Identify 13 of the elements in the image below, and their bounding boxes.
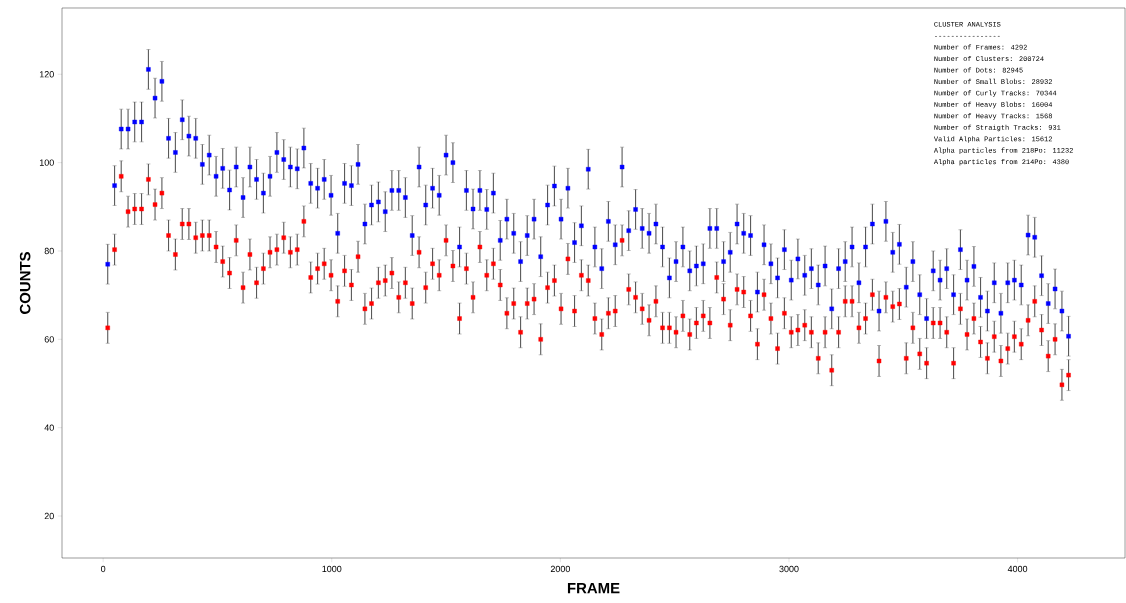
x-tick-label: 2000 xyxy=(550,565,570,573)
y-tick-label: 60 xyxy=(44,336,54,343)
y-tick-label: 120 xyxy=(39,71,54,78)
x-tick-label: 3000 xyxy=(779,565,799,573)
x-tick-label: 0 xyxy=(101,565,106,573)
y-tick-label: 80 xyxy=(44,247,54,255)
y-axis-title: COUNTS xyxy=(19,252,31,314)
x-tick-label: 1000 xyxy=(322,565,342,573)
x-tick-label: 4000 xyxy=(1007,565,1028,573)
y-tick-label: 100 xyxy=(39,159,54,166)
y-tick-label: 20 xyxy=(44,512,54,520)
x-axis-title: FRAME xyxy=(567,582,620,594)
y-tick-label: 40 xyxy=(44,424,54,431)
